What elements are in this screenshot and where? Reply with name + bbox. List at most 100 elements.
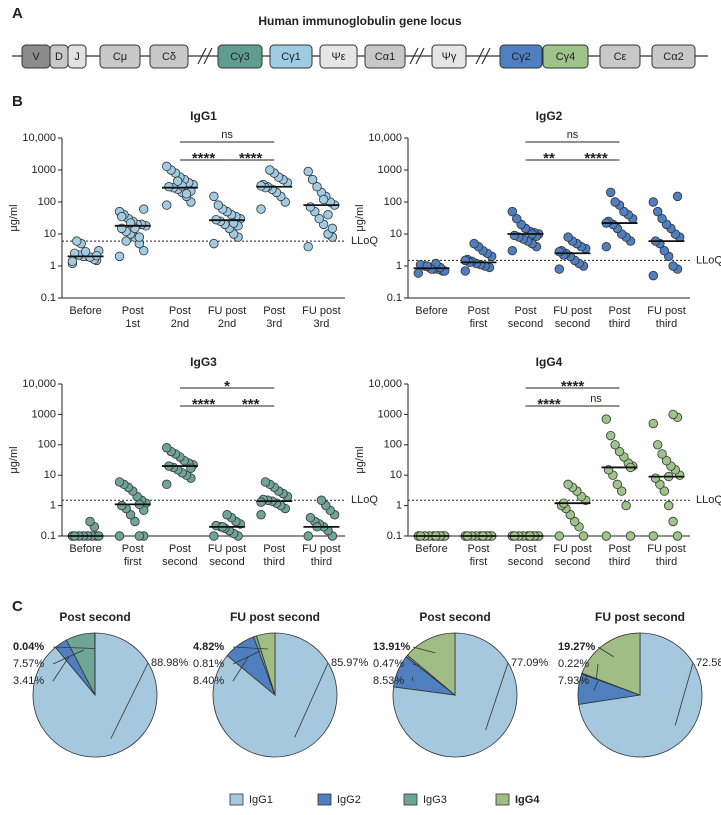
x-tick-label: 1st <box>125 318 140 330</box>
x-tick-label: Post <box>467 305 489 317</box>
leader-line <box>232 656 249 682</box>
y-tick-label: 100 <box>384 439 402 451</box>
y-tick-label: 10 <box>390 228 402 240</box>
y-tick-label: 1000 <box>32 164 56 176</box>
data-point <box>173 176 183 186</box>
data-point <box>668 261 678 271</box>
leader-line <box>595 663 599 679</box>
x-tick-label: third <box>264 556 285 568</box>
panel-label: A <box>12 5 23 22</box>
pie-title: Post second <box>59 610 130 624</box>
data-point <box>134 531 145 541</box>
leader-line <box>593 680 599 691</box>
data-point <box>672 191 683 202</box>
data-point <box>327 223 338 234</box>
chart-title: IgG3 <box>190 355 217 369</box>
data-point <box>664 500 674 511</box>
data-point <box>209 191 219 202</box>
x-tick-label: 3rd <box>266 318 282 330</box>
gene-label: Ψγ <box>442 51 457 63</box>
y-tick-label: 1 <box>396 500 402 512</box>
gene-label: Cγ2 <box>511 51 531 63</box>
break-marks <box>197 47 491 65</box>
leader-line <box>411 676 414 682</box>
y-axis-label: μg/ml <box>354 204 366 231</box>
y-axis-label: μg/ml <box>354 446 366 473</box>
data-point <box>601 531 612 541</box>
data-point <box>303 242 313 252</box>
leader-line <box>485 662 509 731</box>
y-tick-label: 1000 <box>378 408 402 420</box>
data-point <box>209 531 219 541</box>
pie-value-label: 19.27% <box>558 641 596 653</box>
x-tick-label: Post <box>169 543 191 555</box>
x-tick-label: FU post <box>208 543 247 555</box>
x-tick-label: second <box>508 318 543 330</box>
significance-label: **** <box>584 150 608 167</box>
data-point <box>164 182 174 192</box>
pie-value-label: 3.41% <box>13 675 44 687</box>
gene-label: Cδ <box>162 51 176 63</box>
y-tick-label: 1 <box>50 500 56 512</box>
data-point <box>256 497 266 507</box>
pie-value-label: 88.98% <box>151 657 189 669</box>
data-point <box>303 531 313 541</box>
leader-line <box>110 662 149 739</box>
legend-label: IgG2 <box>337 794 361 806</box>
gene-segment <box>67 44 87 69</box>
gene-segment <box>651 44 696 69</box>
data-point <box>117 211 127 222</box>
data-point <box>554 264 565 274</box>
y-tick-label: 10,000 <box>22 378 56 390</box>
y-tick-label: 100 <box>38 196 56 208</box>
data-point <box>307 174 318 185</box>
data-point <box>72 236 82 246</box>
data-point <box>80 246 91 257</box>
data-point <box>85 516 95 527</box>
y-tick-label: 10,000 <box>368 378 402 390</box>
data-point <box>134 232 145 242</box>
x-tick-label: Post <box>122 305 144 317</box>
leader-line <box>232 650 261 665</box>
x-tick-label: second <box>555 556 590 568</box>
pie-slice <box>581 632 641 696</box>
data-point <box>305 512 316 523</box>
data-point <box>162 443 172 453</box>
pie-value-label: 0.04% <box>13 641 44 653</box>
y-axis-label: μg/ml <box>8 446 20 473</box>
x-tick-label: third <box>656 556 677 568</box>
leader-line <box>52 656 70 682</box>
y-tick-label: 0.1 <box>41 292 56 304</box>
data-point <box>563 232 573 242</box>
gene-label: V <box>32 51 40 63</box>
x-tick-label: Before <box>415 543 447 555</box>
data-point <box>668 409 678 420</box>
y-tick-label: 0.1 <box>387 530 402 542</box>
data-point <box>507 246 518 256</box>
legend-swatch <box>495 793 510 806</box>
data-point <box>318 194 329 205</box>
legend-label: IgG1 <box>249 794 273 806</box>
leader-line <box>294 662 329 738</box>
x-tick-label: Post <box>169 305 191 317</box>
data-point <box>617 486 627 496</box>
significance-label: ns <box>221 129 233 141</box>
data-point <box>507 206 518 217</box>
data-point <box>314 214 324 224</box>
data-point <box>657 214 667 224</box>
gene-label: Cγ1 <box>281 51 301 63</box>
x-tick-label: Post <box>263 543 285 555</box>
data-point <box>554 531 565 541</box>
leader-line <box>52 649 85 665</box>
pie-value-label: 72.58% <box>696 657 721 669</box>
x-tick-label: third <box>656 318 677 330</box>
x-tick-label: third <box>609 318 630 330</box>
gene-segment <box>431 44 467 69</box>
significance-label: **** <box>192 396 216 413</box>
pie-value-label: 7.57% <box>13 658 44 670</box>
y-tick-label: 1000 <box>32 408 56 420</box>
lloq-label: LLoQ <box>696 494 721 506</box>
data-point <box>222 510 232 520</box>
pie-value-label: 77.09% <box>511 657 549 669</box>
x-tick-label: Post <box>514 543 536 555</box>
